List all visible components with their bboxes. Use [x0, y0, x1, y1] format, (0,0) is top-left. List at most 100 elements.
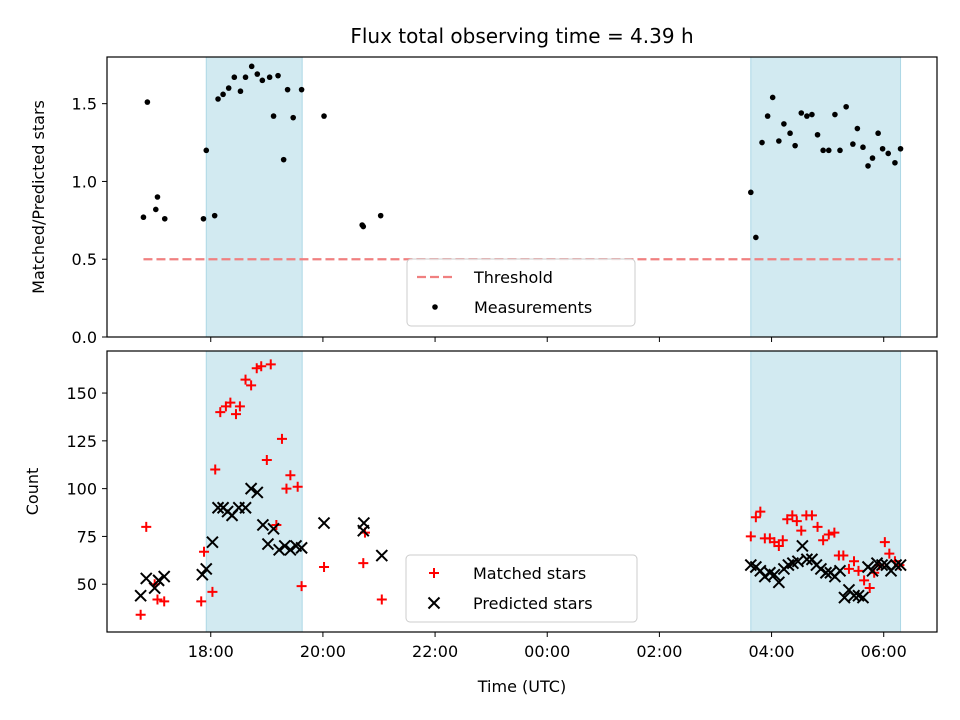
series-predicted-stars [134, 482, 907, 604]
data-point [776, 138, 782, 144]
data-point [755, 506, 766, 517]
data-point [211, 212, 218, 219]
y-tick-label: 0.0 [72, 328, 97, 347]
data-point [897, 145, 904, 152]
data-point [265, 359, 276, 370]
data-point [892, 159, 898, 166]
data-point [200, 562, 213, 576]
legend-label: Measurements [474, 298, 592, 317]
data-point [259, 77, 266, 84]
data-point [211, 501, 225, 514]
data-point [281, 483, 292, 494]
data-point [357, 516, 371, 530]
data-point [240, 374, 251, 385]
data-point [295, 541, 308, 555]
data-point [154, 194, 161, 200]
plot-frame [106, 56, 938, 338]
y-tick-label: 100 [66, 480, 97, 499]
legend: Threshold Measurements [406, 258, 636, 327]
data-point [234, 401, 245, 412]
data-point [200, 215, 207, 222]
data-point [321, 113, 327, 119]
y-tick-label: 1.0 [72, 172, 97, 191]
legend-label: Predicted stars [473, 594, 593, 613]
data-point [866, 564, 879, 578]
series-measurements [140, 63, 904, 241]
data-point [244, 482, 258, 495]
x-axis-label: Time (UTC) [477, 677, 566, 696]
y-tick-label: 1.5 [72, 95, 97, 114]
data-point [278, 539, 291, 553]
data-point [215, 407, 226, 418]
data-point [358, 558, 369, 569]
data-point [869, 155, 876, 161]
data-point [849, 556, 859, 567]
bottom-panel: 18:00 20:00 22:00 00:00 02:00 04:00 06:00 50 75 1… [23, 350, 938, 661]
data-point [266, 74, 273, 81]
y-tick-label: 150 [66, 384, 97, 403]
data-point [296, 581, 307, 592]
data-point [860, 144, 866, 151]
data-point [134, 589, 147, 602]
chart-title: Flux total observing time = 4.39 h [350, 24, 693, 48]
x-tick-label: 20:00 [300, 642, 346, 661]
data-point [854, 125, 861, 132]
legend-label: Threshold [473, 268, 553, 287]
data-point [254, 71, 261, 77]
data-point [773, 540, 784, 551]
legend-plus-key [429, 568, 439, 578]
data-point [894, 558, 907, 572]
data-point [135, 609, 146, 620]
data-point [812, 521, 823, 532]
data-point [317, 516, 331, 530]
data-point [210, 464, 221, 475]
data-point [791, 516, 802, 527]
data-point [820, 147, 826, 154]
x-tick-label: 22:00 [412, 642, 458, 661]
data-point [256, 361, 267, 372]
data-point [157, 570, 171, 583]
data-point [375, 549, 389, 562]
legend-dot-key [432, 304, 438, 310]
data-point [298, 86, 305, 93]
data-point [239, 501, 252, 514]
data-point [284, 543, 297, 557]
data-point [231, 74, 238, 81]
data-point [215, 96, 221, 102]
data-point [879, 537, 890, 548]
data-point [199, 546, 210, 557]
data-point [764, 113, 771, 119]
legend-box [405, 554, 638, 623]
legend-box [406, 258, 636, 327]
y-tick-label: 125 [66, 432, 97, 451]
data-point [270, 113, 277, 119]
data-point [800, 553, 814, 566]
data-point [792, 142, 798, 149]
top-panel: 0.0 0.5 1.0 1.5 Matched/Predicted stars Thres… [29, 56, 938, 347]
data-point [248, 63, 255, 70]
shaded-interval [750, 350, 902, 633]
data-point [850, 141, 856, 147]
data-point [285, 470, 296, 481]
data-point [225, 397, 236, 408]
data-point [885, 150, 892, 157]
data-point [864, 583, 875, 594]
data-point [196, 596, 207, 607]
data-point [819, 566, 833, 579]
data-point [837, 147, 843, 154]
data-point [798, 110, 805, 116]
data-point [777, 535, 788, 546]
data-point [768, 568, 781, 581]
data-point [203, 147, 210, 154]
data-point [796, 525, 807, 536]
data-point [280, 156, 287, 163]
data-point [207, 586, 218, 597]
data-point [220, 91, 226, 98]
data-point [865, 163, 871, 169]
shaded-interval [205, 56, 303, 338]
data-point [772, 576, 786, 589]
data-point [759, 139, 765, 146]
data-point [272, 543, 286, 557]
data-point [237, 88, 244, 95]
data-point [159, 596, 170, 607]
